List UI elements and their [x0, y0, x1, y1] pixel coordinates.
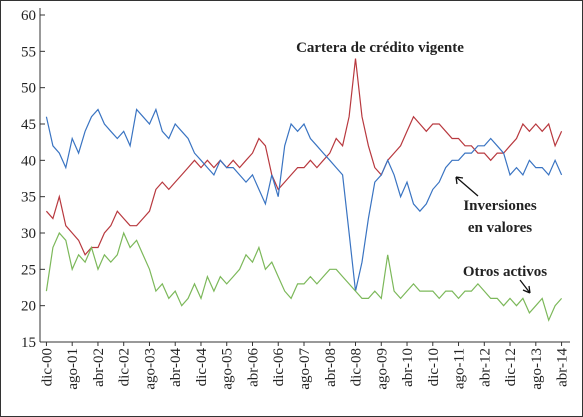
x-tick-label: ago-05 — [220, 348, 236, 390]
x-tick-label: abr-14 — [555, 348, 571, 387]
x-tick-label: dic-00 — [39, 348, 55, 386]
y-tick-label: 20 — [21, 299, 36, 315]
x-tick-label: abr-12 — [477, 348, 493, 387]
x-tick-label: dic-06 — [271, 348, 287, 387]
annotation: en valores — [468, 220, 532, 236]
x-tick-label: abr-06 — [245, 348, 261, 387]
arrow — [519, 279, 531, 294]
x-tick-label: abr-04 — [168, 348, 184, 387]
arrow — [455, 176, 479, 197]
x-tick-label: dic-10 — [426, 348, 442, 386]
x-tick-label: abr-08 — [323, 348, 339, 387]
x-tick-label: ago-03 — [142, 348, 158, 390]
annotation: Inversiones — [463, 198, 537, 214]
x-tick-label: ago-01 — [65, 348, 81, 390]
y-tick-label: 60 — [21, 8, 36, 24]
y-tick-label: 30 — [21, 226, 36, 242]
x-tick-label: ago-07 — [297, 348, 313, 390]
x-tick-label: abr-02 — [91, 348, 107, 387]
x-tick-label: abr-10 — [400, 348, 416, 387]
annotation: Cartera de crédito vigente — [296, 40, 464, 56]
y-tick-label: 35 — [21, 190, 36, 206]
x-tick-label: dic-08 — [349, 348, 365, 386]
x-tick-label: ago-13 — [529, 348, 545, 390]
y-tick-label: 55 — [21, 44, 36, 60]
x-tick-label: ago-11 — [452, 348, 468, 389]
y-tick-label: 40 — [21, 153, 36, 169]
series-line — [45, 58, 563, 256]
y-tick-label: 15 — [21, 335, 36, 351]
x-tick-label: dic-02 — [117, 348, 133, 386]
x-tick-label: dic-04 — [194, 348, 210, 387]
series-line — [45, 231, 563, 322]
y-tick-label: 50 — [21, 81, 36, 97]
series-line — [45, 107, 563, 292]
y-tick-label: 25 — [21, 262, 36, 278]
y-tick-label: 45 — [21, 117, 36, 133]
x-tick-label: dic-12 — [503, 348, 519, 386]
annotation: Otros activos — [463, 264, 547, 280]
arrows — [455, 176, 531, 294]
x-tick-label: ago-09 — [374, 348, 390, 390]
